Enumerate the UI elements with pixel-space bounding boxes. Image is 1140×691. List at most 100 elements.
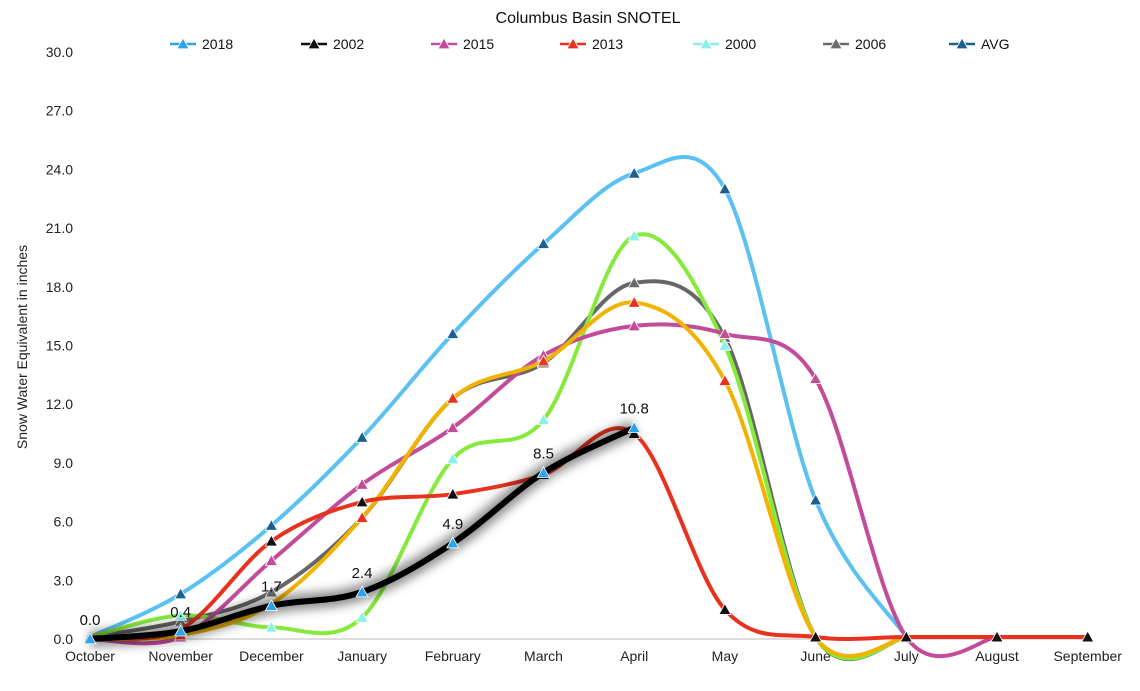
y-tick-label: 9.0 [54, 455, 74, 471]
series-2006-point [264, 585, 279, 598]
x-axis: October November December January February Ma… [65, 648, 1122, 664]
series-2018-point [446, 536, 460, 549]
series-2002-point [808, 630, 823, 643]
series-2018-point [174, 624, 188, 637]
y-tick-label: 0.0 [54, 631, 74, 647]
series-2018-point [627, 420, 641, 433]
series-2013-point [536, 354, 551, 367]
series-2000 [83, 229, 913, 661]
legend: 2018 2002 2015 2013 2000 2006 AVG [170, 36, 1010, 52]
y-tick-label: 15.0 [46, 338, 73, 354]
data-label: 0.4 [170, 604, 191, 621]
y-tick-label: 27.0 [46, 103, 73, 119]
series-2013-point [355, 510, 369, 523]
legend-item-2002: 2002 [301, 36, 364, 52]
series-2015-line [88, 322, 999, 659]
legend-item-2000: 2000 [693, 36, 756, 52]
legend-swatch-marker [955, 37, 969, 50]
series-2002-point [355, 495, 369, 508]
series-2000-point [264, 620, 279, 633]
series-2000-line [88, 232, 909, 661]
series-2000-point [718, 338, 732, 351]
series-avg-point [718, 182, 732, 195]
series-2006 [83, 276, 913, 662]
legend-item-2006: 2006 [823, 36, 886, 52]
series-2013-point [446, 391, 460, 404]
series-2002-point [1081, 630, 1095, 643]
legend-label: 2018 [202, 36, 233, 52]
series-2013-point [627, 295, 641, 308]
data-label: 10.8 [620, 401, 649, 418]
x-tick-label: February [425, 648, 481, 664]
legend-swatch-marker [829, 37, 843, 50]
series-2018-point [536, 465, 551, 478]
chart-title: Columbus Basin SNOTEL [496, 10, 681, 27]
series-avg-point [174, 587, 188, 600]
series-2000-point [446, 452, 460, 465]
series-2018-point [355, 585, 369, 598]
x-tick-label: January [337, 648, 387, 664]
data-label: 0.0 [80, 612, 101, 629]
y-tick-label: 6.0 [54, 514, 74, 530]
legend-label: 2000 [725, 36, 756, 52]
x-tick-label: June [800, 648, 831, 664]
legend-swatch-marker [699, 37, 713, 50]
x-tick-label: July [894, 648, 919, 664]
series-2015-point [355, 477, 369, 490]
legend-label: 2015 [463, 36, 494, 52]
x-tick-label: May [712, 648, 738, 664]
y-tick-label: 21.0 [46, 220, 73, 236]
legend-swatch-marker [437, 37, 451, 50]
data-labels: 0.0 0.4 1.7 2.4 4.9 8.5 10.8 [80, 401, 649, 629]
y-tick-label: 12.0 [46, 396, 73, 412]
series-2000-point [536, 413, 551, 426]
series-2015-point [627, 319, 641, 332]
y-tick-label: 3.0 [54, 572, 74, 588]
series-avg-line [88, 155, 909, 639]
y-tick-label: 24.0 [46, 161, 73, 177]
legend-item-2015: 2015 [431, 36, 494, 52]
x-tick-label: September [1053, 648, 1122, 664]
legend-label: 2006 [855, 36, 886, 52]
series-2002-point [446, 487, 460, 500]
series-2018-point [264, 598, 279, 611]
legend-label: AVG [981, 36, 1010, 52]
series-2002-point [718, 602, 732, 615]
x-tick-label: August [975, 648, 1019, 664]
y-tick-label: 18.0 [46, 279, 73, 295]
data-label: 2.4 [352, 565, 373, 582]
series-2015 [83, 319, 1004, 659]
x-tick-label: October [65, 648, 115, 664]
x-tick-label: December [239, 648, 304, 664]
y-tick-label: 30.0 [46, 44, 73, 60]
series-2015-point [446, 420, 460, 433]
series-2000-point [355, 610, 369, 623]
series-2013-point [718, 373, 732, 386]
series-2018-point [83, 632, 97, 645]
legend-swatch-marker [307, 37, 321, 50]
x-tick-label: November [148, 648, 213, 664]
legend-swatch-marker [566, 37, 580, 50]
legend-item-avg: AVG [949, 36, 1010, 52]
legend-item-2013: 2013 [560, 36, 623, 52]
series-2015-point [718, 326, 732, 339]
data-label: 4.9 [442, 516, 463, 533]
legend-item-2018: 2018 [170, 36, 233, 52]
series-2002-point [990, 630, 1004, 643]
series-avg-point [355, 430, 369, 443]
series-avg-point [264, 518, 279, 531]
legend-label: 2013 [592, 36, 623, 52]
legend-label: 2002 [333, 36, 364, 52]
series-2000-point [627, 229, 641, 242]
series-2000-point [174, 608, 188, 621]
series-avg-point [446, 326, 460, 339]
series-2006-point [627, 276, 641, 289]
series-2015-point [808, 371, 823, 384]
y-axis: 0.0 3.0 6.0 9.0 12.0 15.0 18.0 21.0 24.0 27.0 30.0 [46, 44, 73, 647]
plot-area [83, 155, 1095, 662]
series-avg-point [808, 493, 823, 506]
data-label: 1.7 [261, 579, 282, 596]
series-2015-point [264, 553, 279, 566]
y-axis-title: Snow Water Equivalent in inches [14, 245, 30, 449]
